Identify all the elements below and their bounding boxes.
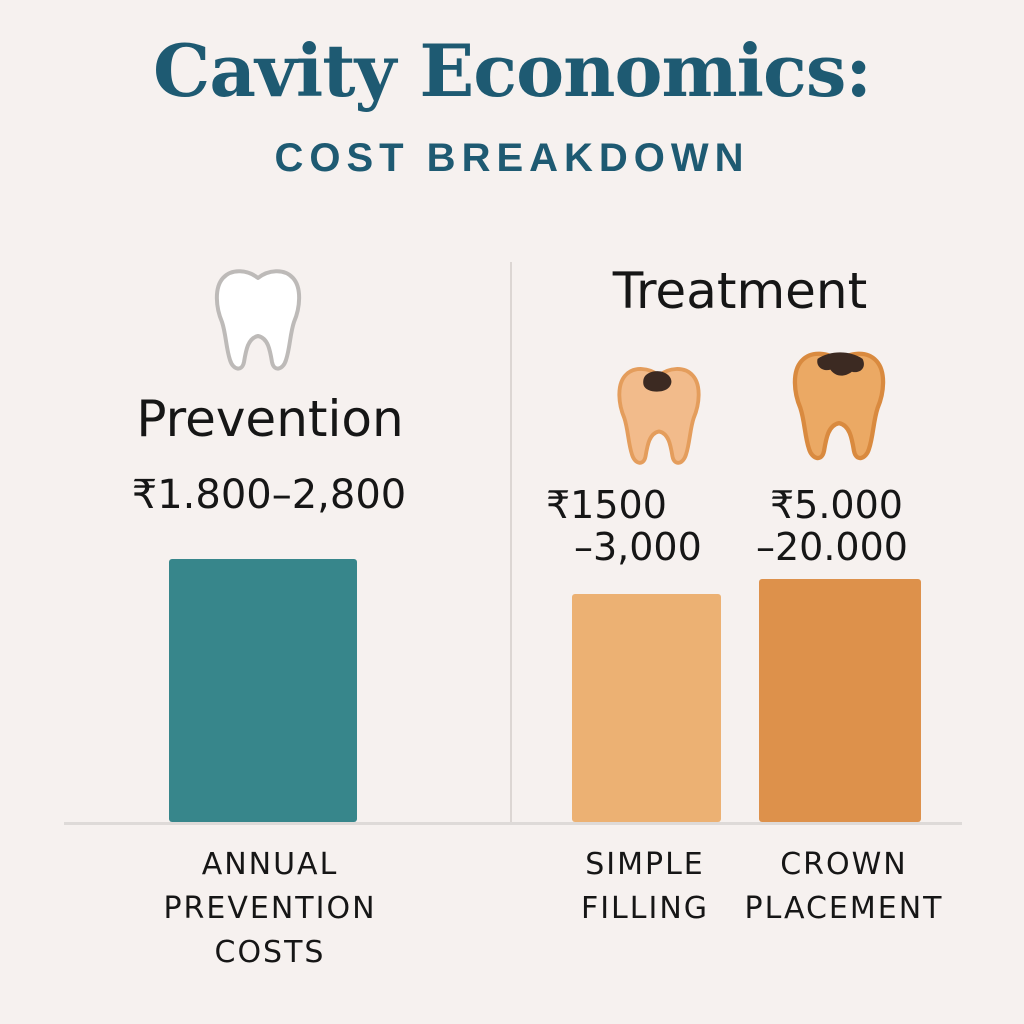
category-label-line: CROWN [780,847,908,882]
decayed-tooth-icon [617,367,701,465]
category-label-crown: CROWN PLACEMENT [736,843,952,931]
category-label-line: ANNUAL [201,847,339,882]
prevention-heading: Prevention [136,390,404,448]
category-label-filling: SIMPLE FILLING [560,843,730,931]
healthy-tooth-icon [214,269,302,371]
chart-baseline [64,822,962,825]
category-label-line: PLACEMENT [744,891,944,926]
category-label-line: SIMPLE [585,847,705,882]
bar-simple-filling [572,594,721,822]
category-label-line: COSTS [214,935,326,970]
filling-value-label-line2: –3,000 [574,525,702,569]
crown-value-label-line2: –20.000 [756,525,908,569]
filling-value-label-line1: ₹1500 [546,483,667,527]
category-label-line: PREVENTION [163,891,377,926]
page-subtitle: COST BREAKDOWN [274,136,750,180]
treatment-heading: Treatment [612,262,868,320]
category-label-line: FILLING [580,891,710,926]
bar-annual-prevention [169,559,357,822]
page-title: Cavity Economics: [153,28,872,113]
category-label-prevention: ANNUAL PREVENTION COSTS [120,843,420,975]
prevention-range-label: ₹1.800–2,800 [131,472,407,518]
crown-value-label-line1: ₹5.000 [770,483,903,527]
bar-crown-placement [759,579,921,822]
decayed-tooth-icon [792,351,886,461]
section-divider [510,262,512,824]
